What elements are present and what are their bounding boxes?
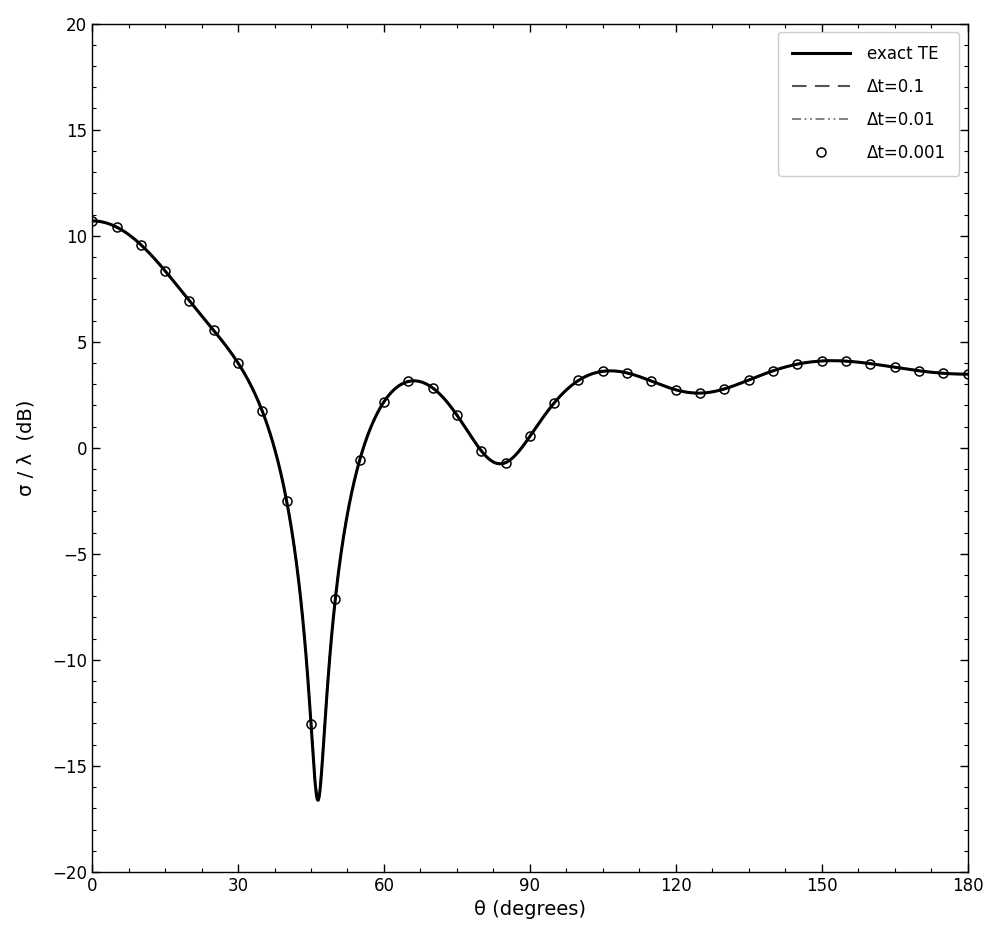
- Δt=0.001: [840, 356, 852, 367]
- Δt=0.001: [524, 431, 536, 442]
- Δt=0.001: [694, 388, 706, 399]
- Δt=0.1: [688, 388, 700, 399]
- Δt=0.1: [176, 285, 188, 297]
- Δt=0.01: [176, 285, 188, 297]
- Δt=0.001: [670, 384, 682, 395]
- Δt=0.001: [451, 409, 463, 420]
- Δt=0.1: [86, 215, 98, 227]
- Δt=0.001: [111, 222, 123, 233]
- Δt=0.001: [621, 367, 633, 378]
- Δt=0.001: [159, 265, 171, 276]
- Line: Δt=0.001: Δt=0.001: [88, 216, 972, 729]
- Δt=0.01: [785, 359, 797, 371]
- Δt=0.1: [441, 397, 453, 408]
- Δt=0.001: [889, 361, 901, 373]
- Δt=0.001: [743, 374, 755, 386]
- exact TE: [962, 369, 974, 380]
- Δt=0.001: [572, 374, 584, 386]
- Δt=0.001: [913, 365, 925, 376]
- Δt=0.1: [785, 359, 797, 371]
- Δt=0.001: [791, 358, 803, 370]
- Δt=0.001: [718, 384, 730, 395]
- exact TE: [441, 397, 453, 408]
- exact TE: [86, 215, 98, 227]
- Δt=0.1: [312, 790, 324, 801]
- Δt=0.001: [86, 215, 98, 227]
- Δt=0.001: [645, 375, 657, 387]
- Legend: exact TE, Δt=0.1, Δt=0.01, Δt=0.001: exact TE, Δt=0.1, Δt=0.01, Δt=0.001: [778, 32, 959, 176]
- Δt=0.001: [281, 496, 293, 507]
- Δt=0.001: [962, 369, 974, 380]
- Δt=0.01: [86, 215, 98, 227]
- Δt=0.01: [962, 369, 974, 380]
- Δt=0.01: [770, 364, 782, 375]
- Δt=0.001: [816, 356, 828, 367]
- Δt=0.1: [962, 369, 974, 380]
- exact TE: [473, 442, 485, 453]
- Δt=0.001: [329, 593, 341, 605]
- Δt=0.001: [475, 446, 487, 457]
- Line: Δt=0.01: Δt=0.01: [92, 221, 968, 800]
- Δt=0.001: [183, 295, 195, 306]
- Δt=0.001: [427, 382, 439, 393]
- Δt=0.01: [473, 442, 485, 453]
- exact TE: [176, 285, 188, 297]
- Line: Δt=0.1: Δt=0.1: [92, 221, 968, 796]
- Δt=0.001: [232, 358, 244, 369]
- Y-axis label: σ / λ  (dB): σ / λ (dB): [17, 400, 36, 496]
- Δt=0.001: [256, 406, 268, 417]
- Δt=0.001: [864, 358, 876, 369]
- Δt=0.001: [305, 719, 317, 730]
- Δt=0.001: [548, 397, 560, 408]
- Δt=0.001: [500, 457, 512, 468]
- Δt=0.1: [473, 442, 485, 453]
- Δt=0.01: [441, 397, 453, 408]
- Δt=0.1: [770, 364, 782, 375]
- Δt=0.001: [402, 376, 414, 388]
- Δt=0.001: [378, 396, 390, 407]
- Δt=0.001: [208, 325, 220, 336]
- Line: exact TE: exact TE: [92, 221, 968, 800]
- Δt=0.001: [597, 366, 609, 377]
- exact TE: [688, 388, 700, 399]
- Δt=0.01: [688, 388, 700, 399]
- Δt=0.001: [767, 365, 779, 376]
- Δt=0.001: [135, 239, 147, 250]
- X-axis label: θ (degrees): θ (degrees): [474, 900, 586, 919]
- Δt=0.01: [312, 795, 324, 806]
- Δt=0.001: [937, 368, 949, 379]
- Δt=0.001: [354, 455, 366, 466]
- exact TE: [770, 364, 782, 375]
- exact TE: [312, 795, 324, 806]
- exact TE: [785, 359, 797, 371]
